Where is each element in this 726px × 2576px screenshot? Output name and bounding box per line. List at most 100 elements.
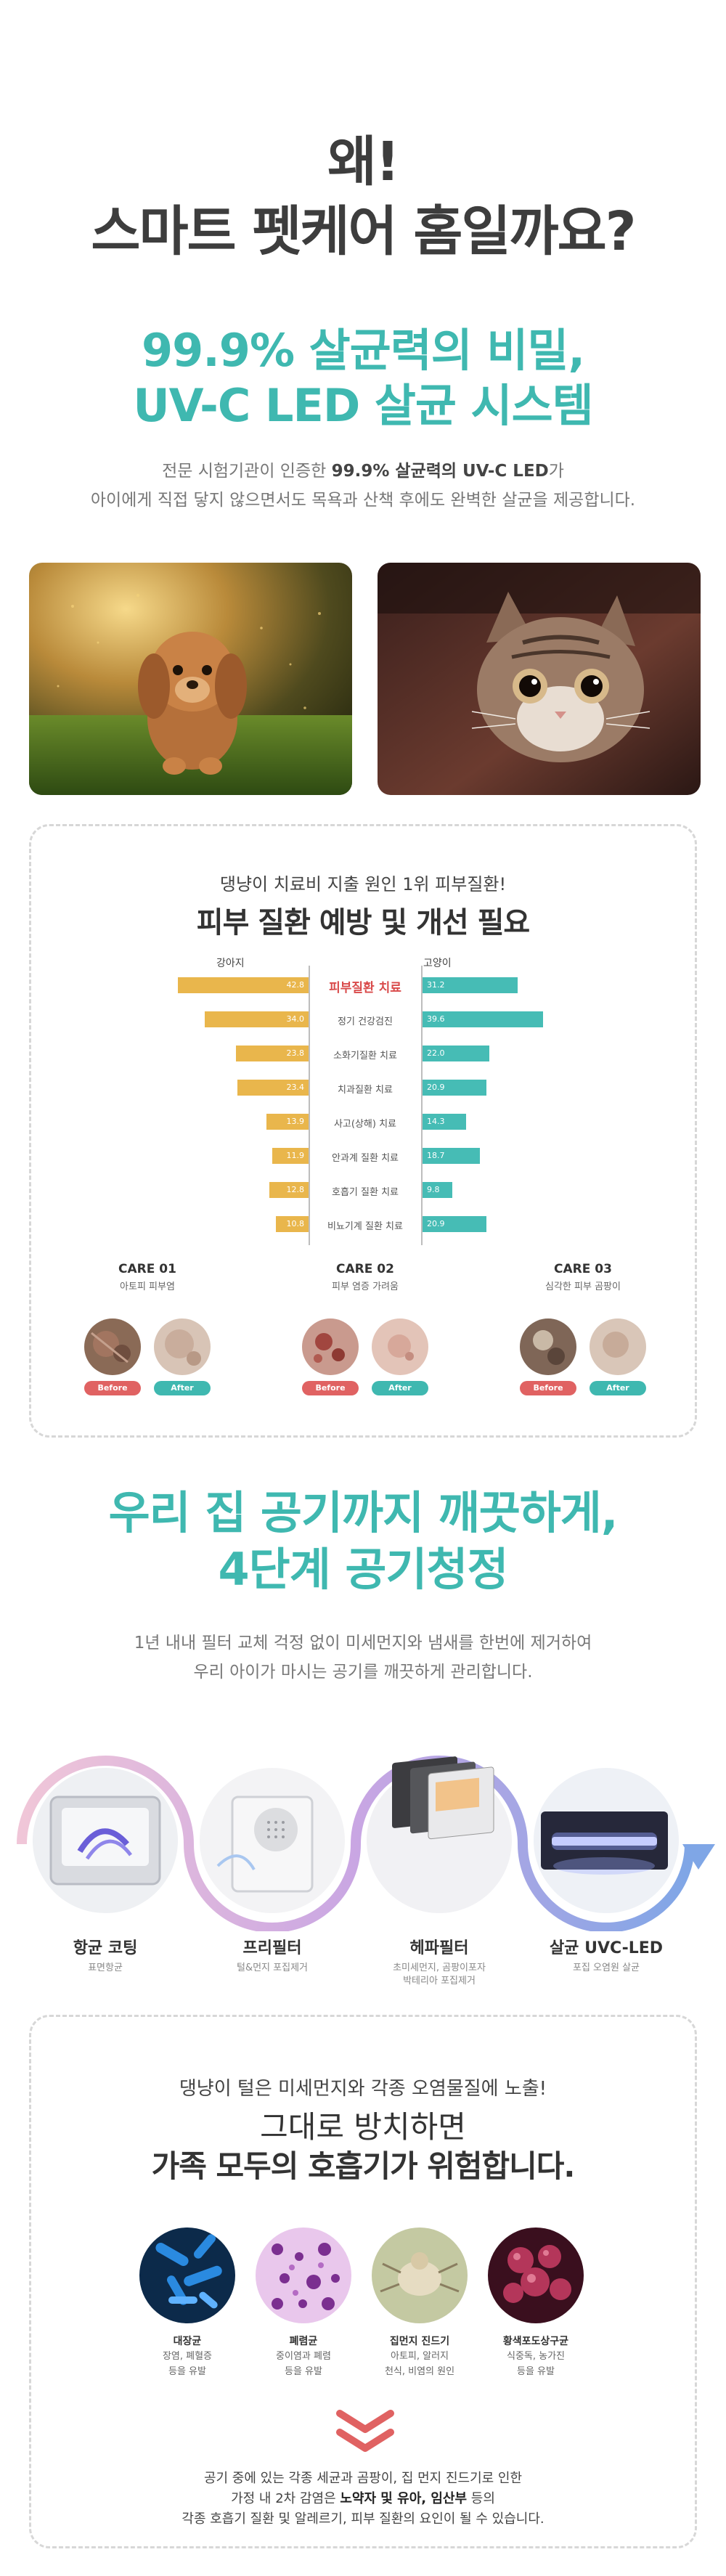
air-title-line1: 우리 집 공기까지 깨끗하게, bbox=[108, 1486, 619, 1539]
footnote-line3: 각종 호흡기 질환 및 알레르기, 피부 질환의 요인이 될 수 있습니다. bbox=[182, 2511, 544, 2527]
footnote-line1: 공기 중에 있는 각종 세균과 곰팡이, 집 먼지 진드기로 인한 bbox=[203, 2471, 523, 2486]
cat-bar: 22.0 bbox=[423, 1046, 490, 1061]
chart-row: 12.8 호흡기 질환 치료 9.8 bbox=[31, 1182, 699, 1199]
chart-category-label: 사고(상해) 치료 bbox=[333, 1119, 397, 1130]
uvc-title-line1: 99.9% 살균력의 비밀, bbox=[141, 324, 585, 377]
air-purification-section: 우리 집 공기까지 깨끗하게, 4단계 공기청정 1년 내내 필터 교체 걱정 … bbox=[0, 1485, 726, 1687]
after-skin-image bbox=[372, 1318, 428, 1375]
cat-axis-line bbox=[421, 966, 423, 1245]
before-badge: Before bbox=[520, 1381, 576, 1395]
chart-category-label: 정기 건강검진 bbox=[338, 1016, 393, 1027]
chart-row: 23.8 소화기질환 치료 22.0 bbox=[31, 1046, 699, 1063]
germ-sub2: 등을 유발 bbox=[285, 2366, 322, 2377]
after-badge: After bbox=[372, 1381, 428, 1395]
dog-axis-line bbox=[309, 966, 310, 1245]
uvc-desc-line2: 아이에게 직접 닿지 않으면서도 목욕과 산책 후에도 완벽한 살균을 제공합니… bbox=[90, 491, 636, 510]
filter-stage-graphic bbox=[17, 1756, 715, 1933]
pre-filter-image bbox=[216, 1796, 314, 1893]
cat-bar: 9.8 bbox=[423, 1182, 453, 1198]
care-title: CARE 02 bbox=[336, 1262, 394, 1276]
germ-sub2: 등을 유발 bbox=[168, 2366, 206, 2377]
puppy-photo bbox=[29, 563, 352, 795]
before-badge: Before bbox=[302, 1381, 359, 1395]
treatment-cost-chart: 강아지 고양이 42.8 피부질환 치료 31.2 34.0 정기 건강검진 39.6 23… bbox=[31, 955, 699, 1333]
stage-title: 헤파필터 bbox=[409, 1939, 469, 1957]
air-title-line2: 4단계 공기청정 bbox=[218, 1543, 509, 1596]
before-skin-image bbox=[520, 1318, 576, 1375]
uvc-led-image bbox=[541, 1811, 668, 1875]
cat-bar: 39.6 bbox=[423, 1011, 544, 1027]
care-title: CARE 03 bbox=[554, 1262, 612, 1276]
germ-title: 대장균 bbox=[173, 2336, 202, 2347]
chart-row: 42.8 피부질환 치료 31.2 bbox=[31, 977, 699, 995]
dog-column-header: 강아지 bbox=[216, 958, 245, 969]
ecoli-image bbox=[139, 2227, 235, 2323]
uvc-desc-pre: 전문 시험기관이 인증한 bbox=[162, 462, 332, 481]
dog-bar: 23.8 bbox=[236, 1046, 309, 1061]
germ-title: 황색포도상구균 bbox=[502, 2336, 569, 2347]
chart-row: 34.0 정기 건강검진 39.6 bbox=[31, 1011, 699, 1029]
filter-stages: 항균 코팅 표면항균 프리필터 털&먼지 포집제거 헤파필터 초미세먼지, 곰팡… bbox=[0, 1735, 726, 1986]
stage-title: 살균 UVC-LED bbox=[549, 1939, 664, 1957]
germ-sub1: 중이염과 폐렴 bbox=[276, 2351, 331, 2362]
risk-line1: 댕냥이 털은 미세먼지와 각종 오염물질에 노출! bbox=[179, 2078, 547, 2100]
after-badge: After bbox=[590, 1381, 646, 1395]
risk-footnote: 공기 중에 있는 각종 세균과 곰팡이, 집 먼지 진드기로 인한 가정 내 2… bbox=[31, 2469, 695, 2530]
stage-subtitle: 털&먼지 포집제거 bbox=[237, 1962, 308, 1973]
care-title: CARE 01 bbox=[118, 1262, 176, 1276]
uvc-desc-bold: 99.9% 살균력의 UV-C LED bbox=[331, 462, 549, 481]
stage-subtitle: 포집 오염원 살균 bbox=[573, 1962, 640, 1973]
after-badge: After bbox=[154, 1381, 211, 1395]
germ-staphylococcus: 황색포도상구균 식중독, 농가진 등을 유발 bbox=[481, 2227, 590, 2379]
dog-bar: 10.8 bbox=[275, 1216, 309, 1232]
chart-category-label: 소화기질환 치료 bbox=[333, 1051, 397, 1061]
stage-subtitle-2: 박테리아 포집제거 bbox=[403, 1976, 476, 1986]
stage-hepa-filter: 헤파필터 초미세먼지, 곰팡이포자 박테리아 포집제거 bbox=[359, 1935, 519, 1988]
stage-antibacterial: 항균 코팅 표면항균 bbox=[25, 1935, 185, 1975]
care-01: CARE 01 아토피 피부염 Before After bbox=[46, 1262, 249, 1395]
before-skin-image bbox=[302, 1318, 359, 1375]
dog-bar: 34.0 bbox=[205, 1011, 309, 1027]
chart-category-label: 호흡기 질환 치료 bbox=[332, 1187, 399, 1198]
dog-bar: 42.8 bbox=[178, 977, 309, 993]
skin-disease-card: 댕냥이 치료비 지출 원인 1위 피부질환! 피부 질환 예방 및 개선 필요 … bbox=[29, 824, 697, 1438]
chart-row: 11.9 안과계 질환 치료 18.7 bbox=[31, 1148, 699, 1165]
air-desc-line1: 1년 내내 필터 교체 걱정 없이 미세먼지와 냄새를 한번에 제거하여 bbox=[134, 1634, 592, 1652]
before-badge: Before bbox=[84, 1381, 141, 1395]
stage-title: 항균 코팅 bbox=[73, 1939, 138, 1957]
care-02: CARE 02 피부 염증 가려움 Before After bbox=[264, 1262, 467, 1395]
kitten-photo bbox=[378, 563, 701, 795]
stage-pre-filter: 프리필터 털&먼지 포집제거 bbox=[192, 1935, 352, 1975]
respiratory-risk-card: 댕냥이 털은 미세먼지와 각종 오염물질에 노출! 그대로 방치하면 가족 모두… bbox=[29, 2015, 697, 2548]
air-desc-line2: 우리 아이가 마시는 공기를 깨끗하게 관리합니다. bbox=[193, 1663, 533, 1682]
care-subtitle: 아토피 피부염 bbox=[120, 1281, 175, 1292]
germ-sub2: 등을 유발 bbox=[517, 2366, 555, 2377]
dog-bar: 23.4 bbox=[237, 1080, 309, 1096]
footnote-line2-post: 등의 bbox=[467, 2491, 495, 2506]
risk-line3: 가족 모두의 호흡기가 위험합니다. bbox=[151, 2148, 576, 2184]
cat-bar: 20.9 bbox=[423, 1216, 486, 1232]
air-description: 1년 내내 필터 교체 걱정 없이 미세먼지와 냄새를 한번에 제거하여 우리 … bbox=[0, 1629, 726, 1687]
chart-category-label: 치과질환 치료 bbox=[338, 1085, 393, 1096]
pneumococcus-image bbox=[256, 2227, 351, 2323]
before-skin-image bbox=[84, 1318, 141, 1375]
chevron-down-icon bbox=[336, 2410, 394, 2452]
staphylococcus-image bbox=[488, 2227, 584, 2323]
hero-title-line2: 스마트 펫케어 홈일까요? bbox=[91, 200, 636, 263]
stage-subtitle: 초미세먼지, 곰팡이포자 bbox=[393, 1962, 486, 1973]
footnote-line2-bold: 노약자 및 유아, 임산부 bbox=[340, 2491, 468, 2506]
cat-bar: 14.3 bbox=[423, 1114, 467, 1130]
after-skin-image bbox=[154, 1318, 211, 1375]
germ-sub1: 장염, 폐혈증 bbox=[162, 2351, 213, 2362]
care-subtitle: 심각한 피부 곰팡이 bbox=[545, 1281, 621, 1292]
chart-row: 13.9 사고(상해) 치료 14.3 bbox=[31, 1114, 699, 1131]
dog-bar: 12.8 bbox=[269, 1182, 309, 1198]
skin-subtitle: 댕냥이 치료비 지출 원인 1위 피부질환! bbox=[219, 874, 507, 894]
uvc-description: 전문 시험기관이 인증한 99.9% 살균력의 UV-C LED가 아이에게 직… bbox=[0, 457, 726, 515]
germ-dust-mite: 집먼지 진드기 아토피, 알러지 천식, 비염의 원인 bbox=[365, 2227, 474, 2379]
germ-pneumococcus: 폐렴균 중이염과 폐렴 등을 유발 bbox=[249, 2227, 358, 2379]
uvc-title-line2: UV-C LED 살균 시스템 bbox=[133, 379, 593, 432]
chart-category-label: 피부질환 치료 bbox=[329, 981, 401, 995]
germ-title: 집먼지 진드기 bbox=[389, 2336, 450, 2347]
